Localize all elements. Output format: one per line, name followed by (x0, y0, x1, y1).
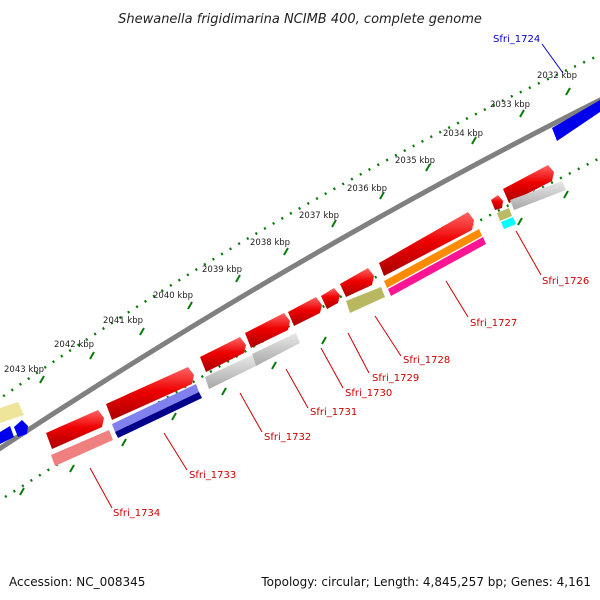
gene-arrow[interactable] (288, 297, 322, 326)
feature-bar (51, 430, 113, 466)
gene-label[interactable]: Sfri_1728 (403, 355, 450, 366)
gene-arrow[interactable] (321, 288, 340, 309)
callout-lines (89, 43, 564, 509)
gene-arrow[interactable] (0, 402, 24, 423)
kbp-label: 2032 kbp (537, 71, 577, 81)
kbp-label: 2033 kbp (490, 100, 530, 110)
gene-label[interactable]: Sfri_1730 (345, 388, 392, 399)
gene-arrow[interactable] (340, 268, 374, 297)
gene-arrow[interactable] (106, 367, 194, 420)
gene-labels: Sfri_1724 Sfri_1726 Sfri_1727 Sfri_1728 … (113, 34, 589, 519)
kbp-label: 2041 kbp (103, 316, 143, 326)
kbp-label: 2039 kbp (202, 265, 242, 275)
genome-backbone (0, 97, 600, 452)
kbp-label: 2042 kbp (54, 340, 94, 350)
accession-text: Accession: NC_008345 (9, 575, 145, 589)
gene-arrow[interactable] (200, 337, 246, 372)
gene-label[interactable]: Sfri_1734 (113, 508, 160, 519)
outer-major-ticks (39, 87, 571, 384)
inner-major-ticks (19, 190, 569, 496)
gene-label[interactable]: Sfri_1724 (493, 34, 540, 45)
gene-arrow[interactable] (46, 410, 104, 449)
feature-bar (501, 217, 516, 229)
topology-text: Topology: circular; Length: 4,845,257 bp… (260, 575, 591, 589)
gene-label[interactable]: Sfri_1726 (542, 276, 589, 287)
feature-bar (388, 237, 486, 296)
gene-arrow[interactable] (379, 212, 474, 276)
gene-arrow[interactable] (503, 165, 554, 203)
map-title: Shewanella frigidimarina NCIMB 400, comp… (118, 12, 482, 27)
gene-label[interactable]: Sfri_1732 (264, 432, 311, 443)
gene-arrow[interactable] (552, 100, 600, 141)
feature-bar (205, 355, 256, 389)
kbp-label: 2040 kbp (153, 291, 193, 301)
kbp-label: 2037 kbp (299, 211, 339, 221)
kbp-label: 2043 kbp (4, 365, 44, 375)
gene-label[interactable]: Sfri_1731 (310, 407, 357, 418)
feature-bar (497, 208, 512, 221)
kbp-label: 2035 kbp (395, 156, 435, 166)
feature-bar (115, 392, 202, 438)
gene-arrow[interactable] (491, 195, 503, 210)
kbp-label: 2034 kbp (443, 129, 483, 139)
gene-label[interactable]: Sfri_1733 (189, 470, 236, 481)
gene-label[interactable]: Sfri_1729 (372, 373, 419, 384)
gene-arrow[interactable] (14, 420, 28, 437)
feature-bars (51, 181, 566, 466)
feature-bar (384, 229, 482, 288)
kbp-labels: 2032 kbp 2033 kbp 2034 kbp 2035 kbp 2036… (4, 71, 577, 375)
feature-bar (346, 287, 385, 313)
kbp-label: 2038 kbp (250, 238, 290, 248)
kbp-label: 2036 kbp (347, 184, 387, 194)
outer-dotted-track (0, 53, 600, 401)
feature-bar (252, 333, 300, 366)
gene-arrow[interactable] (0, 426, 14, 444)
gene-arrow[interactable] (245, 313, 290, 348)
feature-bar (112, 384, 199, 432)
forward-genes (0, 100, 600, 449)
feature-bar (510, 181, 566, 210)
gene-label[interactable]: Sfri_1727 (470, 318, 517, 329)
